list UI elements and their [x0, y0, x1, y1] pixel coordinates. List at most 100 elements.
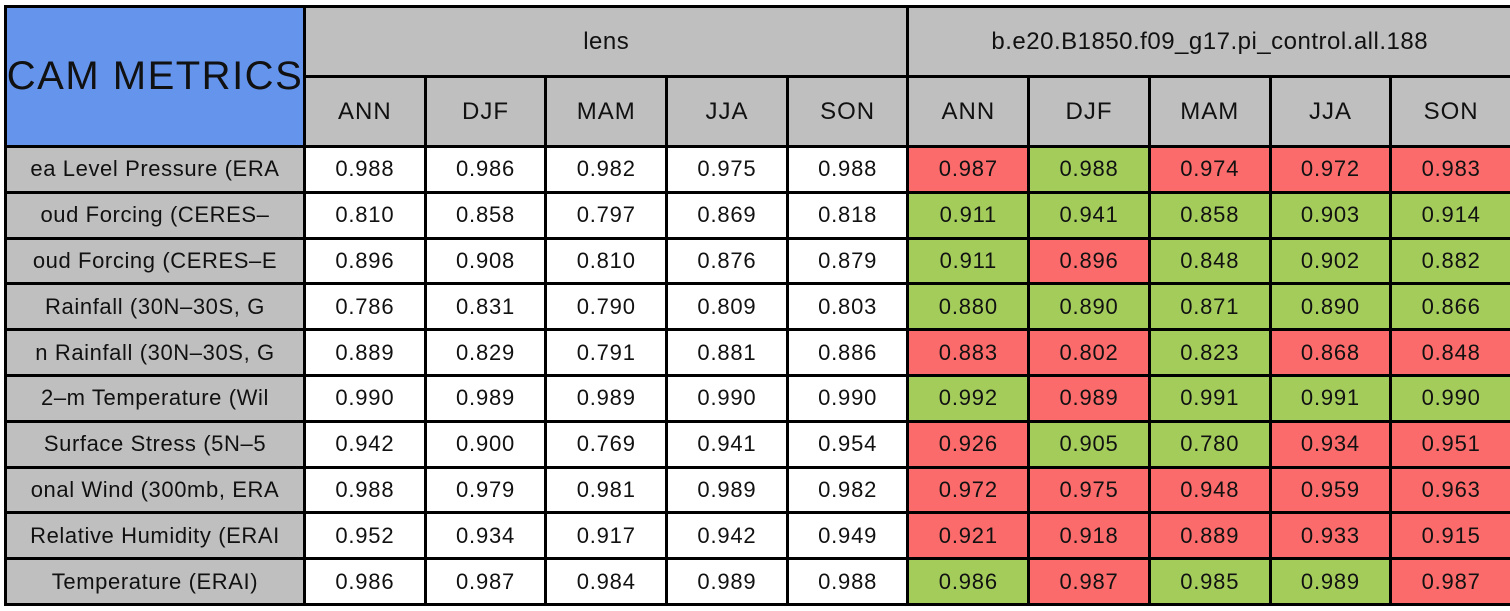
metric-value-cell: 0.769 [547, 422, 666, 466]
metric-value-cell: 0.972 [1271, 148, 1390, 191]
metric-value-cell: 0.963 [1392, 468, 1510, 512]
metric-value-cell: 0.876 [668, 239, 786, 283]
metric-value-cell: 0.831 [426, 285, 545, 329]
metric-value-cell: 0.908 [426, 239, 545, 283]
row-label: oud Forcing (CERES– [7, 193, 303, 237]
metric-value-cell: 0.900 [426, 422, 545, 466]
metric-value-cell: 0.972 [909, 468, 1028, 512]
metric-value-cell: 0.896 [306, 239, 424, 283]
metric-value-cell: 0.942 [668, 514, 786, 558]
metric-value-cell: 0.975 [1030, 468, 1148, 512]
row-label: n Rainfall (30N–30S, G [7, 331, 303, 374]
metric-value-cell: 0.989 [1271, 560, 1390, 603]
metric-value-cell: 0.987 [1392, 560, 1510, 603]
row-label: Rainfall (30N–30S, G [7, 285, 303, 329]
season-header-lens-djf: DJF [426, 78, 545, 145]
metric-value-cell: 0.810 [547, 239, 666, 283]
metric-value-cell: 0.809 [668, 285, 786, 329]
metric-value-cell: 0.880 [909, 285, 1028, 329]
row-label: Temperature (ERAI) [7, 560, 303, 603]
metric-value-cell: 0.988 [306, 148, 424, 191]
metric-value-cell: 0.914 [1392, 193, 1510, 237]
metric-value-cell: 0.905 [1030, 422, 1148, 466]
metric-value-cell: 0.889 [306, 331, 424, 374]
metric-value-cell: 0.926 [909, 422, 1028, 466]
metric-value-cell: 0.780 [1150, 422, 1269, 466]
metric-value-cell: 0.934 [1271, 422, 1390, 466]
metric-value-cell: 0.902 [1271, 239, 1390, 283]
column-group-header-lens: lens [306, 8, 907, 75]
metric-value-cell: 0.858 [1150, 193, 1269, 237]
cam-metrics-table: CAM METRICS lens b.e20.B1850.f09_g17.pi_… [4, 5, 1510, 606]
season-header-control-ann: ANN [909, 78, 1028, 145]
metric-value-cell: 0.810 [306, 193, 424, 237]
metric-value-cell: 0.949 [788, 514, 907, 558]
metric-value-cell: 0.979 [426, 468, 545, 512]
metric-value-cell: 0.985 [1150, 560, 1269, 603]
metric-value-cell: 0.786 [306, 285, 424, 329]
metric-value-cell: 0.986 [909, 560, 1028, 603]
metric-value-cell: 0.886 [788, 331, 907, 374]
metric-value-cell: 0.990 [668, 376, 786, 420]
metric-value-cell: 0.848 [1150, 239, 1269, 283]
metric-value-cell: 0.975 [668, 148, 786, 191]
row-label: 2–m Temperature (Wil [7, 376, 303, 420]
table-title: CAM METRICS [7, 54, 303, 98]
metric-value-cell: 0.987 [426, 560, 545, 603]
season-header-lens-jja: JJA [668, 78, 786, 145]
metric-value-cell: 0.890 [1271, 285, 1390, 329]
metric-value-cell: 0.868 [1271, 331, 1390, 374]
metric-value-cell: 0.871 [1150, 285, 1269, 329]
metric-value-cell: 0.982 [547, 148, 666, 191]
season-header-control-djf: DJF [1030, 78, 1148, 145]
metric-value-cell: 0.942 [306, 422, 424, 466]
metric-value-cell: 0.989 [426, 376, 545, 420]
metric-value-cell: 0.896 [1030, 239, 1148, 283]
metric-value-cell: 0.990 [788, 376, 907, 420]
metric-value-cell: 0.941 [1030, 193, 1148, 237]
metric-value-cell: 0.991 [1271, 376, 1390, 420]
metric-value-cell: 0.829 [426, 331, 545, 374]
metric-value-cell: 0.921 [909, 514, 1028, 558]
metric-value-cell: 0.934 [426, 514, 545, 558]
metric-value-cell: 0.858 [426, 193, 545, 237]
metric-value-cell: 0.989 [547, 376, 666, 420]
metric-value-cell: 0.983 [1392, 148, 1510, 191]
metric-value-cell: 0.883 [909, 331, 1028, 374]
metric-value-cell: 0.974 [1150, 148, 1269, 191]
metric-value-cell: 0.990 [1392, 376, 1510, 420]
metric-value-cell: 0.879 [788, 239, 907, 283]
metric-value-cell: 0.990 [306, 376, 424, 420]
metric-value-cell: 0.848 [1392, 331, 1510, 374]
row-label: Relative Humidity (ERAI [7, 514, 303, 558]
metric-value-cell: 0.988 [788, 560, 907, 603]
metric-value-cell: 0.797 [547, 193, 666, 237]
season-header-control-jja: JJA [1271, 78, 1390, 145]
metric-value-cell: 0.802 [1030, 331, 1148, 374]
season-header-lens-mam: MAM [547, 78, 666, 145]
metric-value-cell: 0.986 [306, 560, 424, 603]
metric-value-cell: 0.881 [668, 331, 786, 374]
metric-value-cell: 0.986 [426, 148, 545, 191]
metric-value-cell: 0.948 [1150, 468, 1269, 512]
metric-value-cell: 0.889 [1150, 514, 1269, 558]
metric-value-cell: 0.991 [1150, 376, 1269, 420]
metric-value-cell: 0.911 [909, 239, 1028, 283]
metric-value-cell: 0.984 [547, 560, 666, 603]
column-group-header-control: b.e20.B1850.f09_g17.pi_control.all.188 [909, 8, 1510, 75]
table-title-cell: CAM METRICS [7, 8, 303, 145]
metric-value-cell: 0.803 [788, 285, 907, 329]
metric-value-cell: 0.869 [668, 193, 786, 237]
metric-value-cell: 0.915 [1392, 514, 1510, 558]
season-header-control-mam: MAM [1150, 78, 1269, 145]
metric-value-cell: 0.866 [1392, 285, 1510, 329]
metric-value-cell: 0.917 [547, 514, 666, 558]
metric-value-cell: 0.790 [547, 285, 666, 329]
metric-value-cell: 0.918 [1030, 514, 1148, 558]
metric-value-cell: 0.992 [909, 376, 1028, 420]
metric-value-cell: 0.987 [1030, 560, 1148, 603]
metric-value-cell: 0.952 [306, 514, 424, 558]
row-label: onal Wind (300mb, ERA [7, 468, 303, 512]
metric-value-cell: 0.982 [788, 468, 907, 512]
metric-value-cell: 0.989 [668, 468, 786, 512]
